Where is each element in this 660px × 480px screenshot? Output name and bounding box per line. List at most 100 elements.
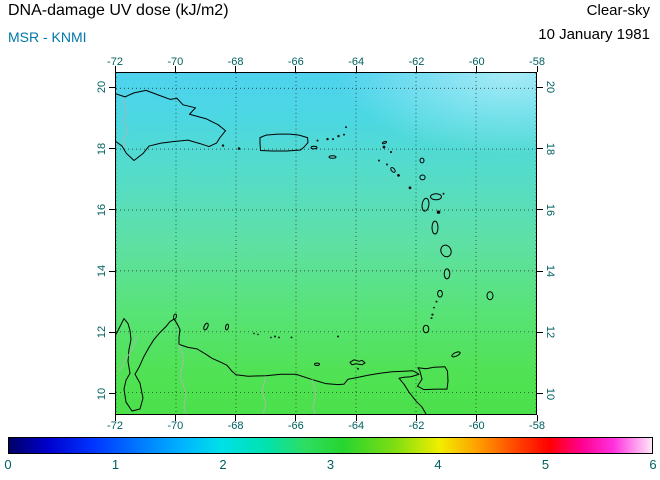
guadeloupe-basse-terre-coast xyxy=(421,197,430,212)
axis-tick xyxy=(114,415,116,421)
st-croix-coast xyxy=(328,155,337,159)
colorbar-tick-label: 3 xyxy=(326,457,335,472)
page-title: DNA-damage UV dose (kJ/m2) xyxy=(8,2,229,19)
x-axis-label-top: -60 xyxy=(468,56,485,68)
x-axis-label-bottom: -60 xyxy=(468,420,485,432)
x-axis-label-top: -58 xyxy=(529,56,545,68)
colorbar-tick-label: 1 xyxy=(111,457,120,472)
st-vincent-coast xyxy=(437,289,443,298)
colorbar-tick-label: 5 xyxy=(541,457,550,472)
venezuela-coast xyxy=(116,318,427,414)
axis-tick xyxy=(537,331,543,333)
small-islets xyxy=(221,126,445,370)
x-axis-label-bottom: -64 xyxy=(348,420,365,432)
antigua-coast xyxy=(419,174,426,181)
x-axis-label-bottom: -58 xyxy=(529,420,545,432)
y-axis-label-left: 14 xyxy=(96,264,108,278)
curacao-coast xyxy=(203,322,209,331)
y-axis-label-left: 12 xyxy=(96,326,108,339)
axis-tick xyxy=(235,66,237,72)
y-axis-label-right: 20 xyxy=(544,81,556,94)
anguilla-coast xyxy=(381,140,388,145)
x-axis-label-top: -72 xyxy=(107,56,123,68)
axis-tick xyxy=(109,86,115,88)
colombia-venezuela-border xyxy=(118,336,138,372)
y-axis-label-right: 14 xyxy=(544,264,556,278)
x-axis-label-top: -70 xyxy=(167,56,184,68)
axis-tick xyxy=(537,148,543,150)
barbados-coast xyxy=(486,291,494,301)
barbuda-coast xyxy=(419,157,425,164)
axis-tick xyxy=(536,415,538,421)
y-axis-label-left: 20 xyxy=(96,81,108,94)
axis-tick xyxy=(114,66,116,72)
x-axis-label-bottom: -62 xyxy=(408,420,425,432)
tobago-coast xyxy=(451,351,461,358)
axis-tick xyxy=(415,66,417,72)
y-axis-label-left: 10 xyxy=(96,387,108,400)
axis-tick xyxy=(537,86,543,88)
trinidad-coast xyxy=(417,366,449,391)
vieques-coast xyxy=(310,145,318,150)
y-axis-label-left: 18 xyxy=(96,142,108,155)
x-axis-label-bottom: -72 xyxy=(107,420,123,432)
axis-tick xyxy=(109,393,115,395)
x-axis-label-top: -68 xyxy=(227,56,244,68)
axis-tick xyxy=(109,331,115,333)
axis-tick xyxy=(476,66,478,72)
y-axis-label-right: 10 xyxy=(544,387,556,400)
axis-tick xyxy=(235,415,237,421)
axis-tick xyxy=(174,415,176,421)
axis-tick xyxy=(109,148,115,150)
axis-tick xyxy=(355,415,357,421)
guadeloupe-grande-terre-coast xyxy=(430,193,442,201)
axis-tick xyxy=(536,66,538,72)
margarita-coast xyxy=(349,359,366,366)
y-axis-label-right: 18 xyxy=(544,142,556,155)
la-tortuga-coast xyxy=(314,362,320,366)
st-lucia-coast xyxy=(443,268,451,280)
axis-tick xyxy=(174,66,176,72)
aruba-coast xyxy=(172,313,178,320)
grenada-coast xyxy=(422,324,430,334)
y-axis-label-right: 12 xyxy=(544,326,556,339)
inland-border-3 xyxy=(311,379,317,414)
plot-box xyxy=(115,72,537,415)
colorbar-tick-label: 4 xyxy=(434,457,442,472)
data-source-label: MSR - KNMI xyxy=(8,29,87,45)
axis-tick xyxy=(537,209,543,211)
puerto-rico-coast xyxy=(259,133,309,152)
coastlines xyxy=(116,89,494,414)
st-kitts-coast xyxy=(390,167,396,173)
map-svg xyxy=(116,73,536,414)
x-axis-label-bottom: -66 xyxy=(287,420,304,432)
inland-border-2 xyxy=(261,376,267,414)
bonaire-coast xyxy=(225,323,229,331)
hispaniola-coast xyxy=(116,89,226,161)
axis-tick xyxy=(415,415,417,421)
date-label: 10 January 1981 xyxy=(538,26,650,43)
colorbar-tick-label: 2 xyxy=(219,457,227,472)
inland-border-1 xyxy=(178,344,187,414)
y-axis-label-left: 16 xyxy=(96,203,108,216)
martinique-coast xyxy=(440,244,452,258)
axis-tick xyxy=(537,270,543,272)
x-axis-label-bottom: -70 xyxy=(167,420,184,432)
colorbar-tick-label: 0 xyxy=(4,457,12,472)
x-axis-label-top: -62 xyxy=(408,56,425,68)
x-axis-label-bottom: -68 xyxy=(227,420,244,432)
y-axis-label-right: 16 xyxy=(544,203,556,216)
axis-tick xyxy=(476,415,478,421)
dominica-coast xyxy=(431,220,439,235)
axis-tick xyxy=(355,66,357,72)
axis-tick xyxy=(537,393,543,395)
axis-tick xyxy=(109,270,115,272)
axis-tick xyxy=(109,209,115,211)
colorbar xyxy=(8,437,653,454)
x-axis-label-top: -64 xyxy=(348,56,365,68)
axis-tick xyxy=(295,66,297,72)
haiti-dr-border xyxy=(123,97,129,148)
x-axis-label-top: -66 xyxy=(287,56,304,68)
